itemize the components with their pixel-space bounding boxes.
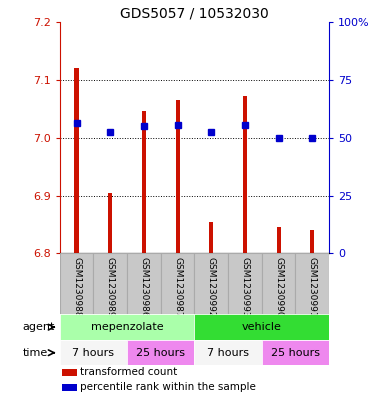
Bar [108,193,112,253]
Text: GSM1230986: GSM1230986 [139,257,148,317]
Bar [127,253,161,314]
Bar [194,253,228,314]
Text: GSM1230989: GSM1230989 [106,257,115,317]
Bar [243,96,247,253]
Text: GSM1230992: GSM1230992 [207,257,216,317]
Bar [75,68,79,253]
Bar [93,253,127,314]
Bar [142,112,146,253]
Bar [194,340,262,365]
Text: mepenzolate: mepenzolate [91,322,163,332]
Text: GSM1230993: GSM1230993 [241,257,249,317]
Bar [127,340,194,365]
Bar [60,314,194,340]
Text: percentile rank within the sample: percentile rank within the sample [80,382,256,393]
Text: GSM1230991: GSM1230991 [308,257,317,317]
Bar [176,100,179,253]
Bar [228,253,262,314]
Text: transformed count: transformed count [80,367,177,377]
Bar [276,228,281,253]
Bar [62,369,77,376]
Bar [60,340,127,365]
Bar [161,253,194,314]
Title: GDS5057 / 10532030: GDS5057 / 10532030 [120,6,269,20]
Bar [262,253,296,314]
Text: vehicle: vehicle [242,322,282,332]
Text: GSM1230988: GSM1230988 [72,257,81,317]
Bar [62,384,77,391]
Text: time: time [23,348,48,358]
Bar [310,230,314,253]
Text: agent: agent [23,322,55,332]
Text: 25 hours: 25 hours [271,348,320,358]
Text: 25 hours: 25 hours [136,348,185,358]
Text: 7 hours: 7 hours [207,348,249,358]
Bar [296,253,329,314]
Bar [60,253,93,314]
Text: 7 hours: 7 hours [72,348,114,358]
Bar [194,314,329,340]
Bar [262,340,329,365]
Text: GSM1230990: GSM1230990 [274,257,283,317]
Bar [209,222,213,253]
Text: GSM1230987: GSM1230987 [173,257,182,317]
